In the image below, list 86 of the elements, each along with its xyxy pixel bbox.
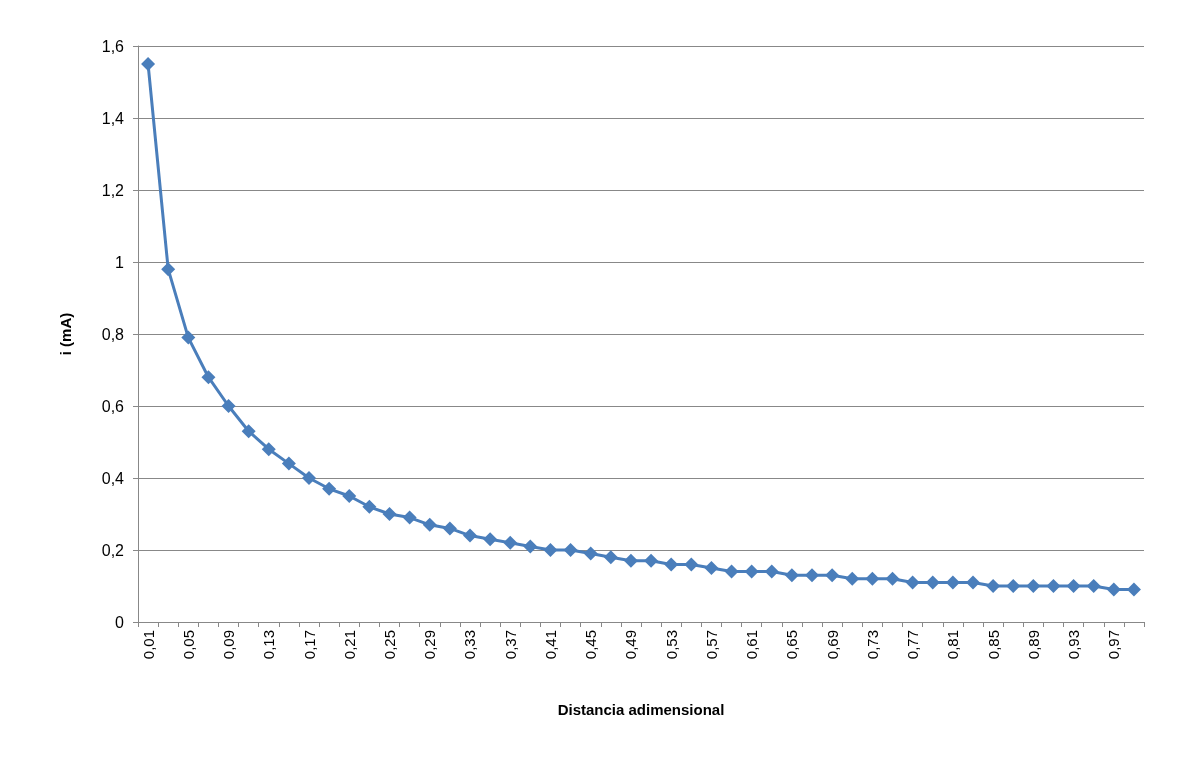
point [905, 575, 920, 590]
point [161, 262, 176, 277]
point [724, 564, 739, 579]
point [1106, 582, 1121, 597]
x-tick-label: 0,09 [220, 630, 238, 660]
point [825, 568, 840, 583]
point [523, 539, 538, 554]
point [784, 568, 799, 583]
point [181, 330, 196, 345]
point [1026, 579, 1041, 593]
point [965, 575, 980, 590]
point [684, 557, 699, 572]
point [563, 543, 578, 557]
point [885, 571, 900, 586]
point [845, 571, 860, 586]
x-tick-label: 0,25 [381, 630, 398, 660]
point [462, 528, 477, 543]
point [1046, 579, 1061, 593]
point [1126, 582, 1141, 597]
x-tick-label: 0,85 [984, 630, 1002, 660]
x-tick-label: 0,21 [340, 630, 358, 660]
point [241, 424, 256, 439]
y-tick-label: 1,4 [101, 109, 125, 127]
point [322, 481, 337, 496]
point [925, 575, 940, 590]
x-tick-label: 0,29 [421, 630, 439, 660]
point [302, 471, 317, 485]
x-tick-label: 0,01 [139, 630, 157, 660]
point [1006, 579, 1021, 593]
x-tick-label: 0,45 [582, 630, 600, 660]
point [342, 489, 357, 503]
x-tick-label: 0,57 [702, 630, 720, 660]
point [362, 499, 377, 514]
point [503, 535, 518, 550]
point [865, 571, 880, 586]
x-axis-title: Distancia adimensional [557, 701, 725, 718]
point [221, 399, 236, 413]
point [583, 546, 598, 561]
point [543, 543, 558, 557]
x-tick-label: 0,89 [1024, 630, 1042, 660]
y-axis-title: i (mA) [57, 312, 74, 356]
y-tick-label: 0 [115, 613, 125, 631]
point [141, 57, 156, 71]
point [744, 564, 759, 579]
point [201, 370, 216, 385]
point [764, 564, 779, 579]
point [945, 575, 960, 590]
point [644, 553, 659, 568]
x-tick-label: 0,33 [461, 630, 479, 660]
point [483, 532, 498, 547]
point [1066, 579, 1081, 593]
point [1086, 579, 1101, 593]
point [261, 442, 276, 457]
y-tick-label: 1 [115, 253, 125, 271]
y-tick-label: 1,6 [101, 37, 125, 55]
x-tick-label: 0,13 [260, 630, 278, 660]
x-tick-label: 0,93 [1065, 630, 1083, 660]
x-tick-label: 0,37 [501, 630, 519, 660]
x-tick-label: 0,73 [863, 630, 881, 660]
x-tick-label: 0,77 [904, 630, 922, 660]
point [402, 510, 417, 525]
x-tick-label: 0,81 [944, 630, 962, 660]
point [382, 507, 397, 521]
x-tick-label: 0,17 [300, 630, 318, 660]
point [281, 456, 296, 471]
x-tick-label: 0,69 [823, 630, 841, 660]
y-tick-label: 0,6 [101, 397, 125, 415]
x-tick-label: 0,65 [783, 630, 801, 660]
x-tick-label: 0,61 [743, 630, 761, 660]
y-tick-label: 0,4 [101, 469, 125, 487]
point [664, 557, 679, 572]
point [422, 517, 437, 532]
point [805, 568, 820, 583]
y-tick-label: 1,2 [101, 181, 125, 199]
y-tick-label: 0,8 [101, 325, 125, 343]
point [623, 553, 638, 568]
x-tick-label: 0,05 [179, 630, 197, 660]
point [442, 521, 457, 536]
x-tick-label: 0,41 [541, 630, 559, 660]
point [704, 561, 719, 575]
x-tick-label: 0,53 [662, 630, 680, 660]
x-tick-label: 0,49 [622, 630, 640, 660]
point [986, 579, 1001, 593]
y-tick-label: 0,2 [101, 541, 125, 559]
point [603, 550, 618, 565]
x-tick-label: 0,97 [1105, 630, 1123, 660]
